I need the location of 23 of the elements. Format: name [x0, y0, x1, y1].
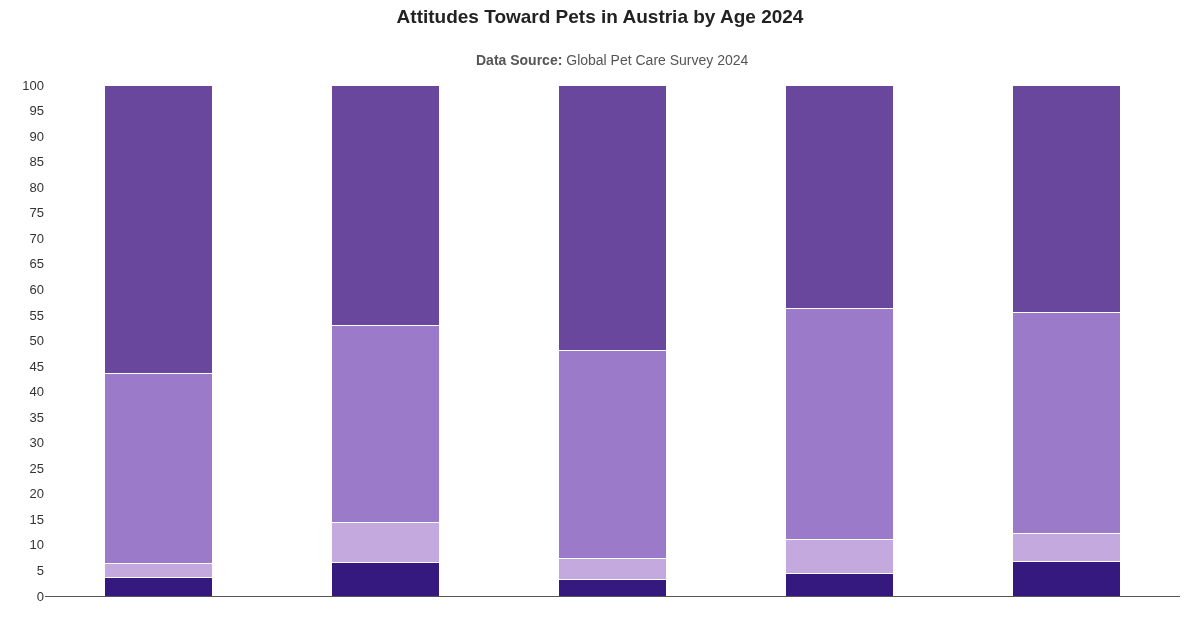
y-tick-label: 55	[29, 307, 44, 323]
chart-title: Attitudes Toward Pets in Austria by Age 2024	[396, 5, 804, 27]
y-tick-label: 10	[29, 537, 44, 553]
y-tick-label: 85	[29, 154, 44, 170]
y-tick-label: 50	[29, 333, 44, 349]
y-tick-label: 75	[29, 205, 44, 221]
y-tick-label: 30	[29, 435, 44, 451]
y-tick-label: 95	[29, 103, 44, 119]
y-tick-label: 100	[22, 77, 44, 93]
y-tick-label: 80	[29, 179, 44, 195]
y-tick-label: 5	[36, 563, 44, 578]
y-tick-label: 90	[29, 128, 44, 144]
y-tick-label: 35	[29, 409, 44, 425]
y-tick-label: 20	[29, 486, 44, 502]
y-tick-label: 45	[29, 358, 44, 374]
y-tick-label: 60	[29, 281, 44, 297]
chart-subtitle: Data Source: Global Pet Care Survey 2024	[476, 52, 749, 68]
y-tick-label: 25	[29, 460, 44, 476]
y-tick-label: 65	[29, 256, 44, 272]
y-tick-label: 0	[36, 588, 44, 604]
y-tick-label: 40	[29, 384, 44, 400]
y-tick-label: 15	[29, 511, 44, 527]
y-tick-label: 70	[29, 230, 44, 246]
